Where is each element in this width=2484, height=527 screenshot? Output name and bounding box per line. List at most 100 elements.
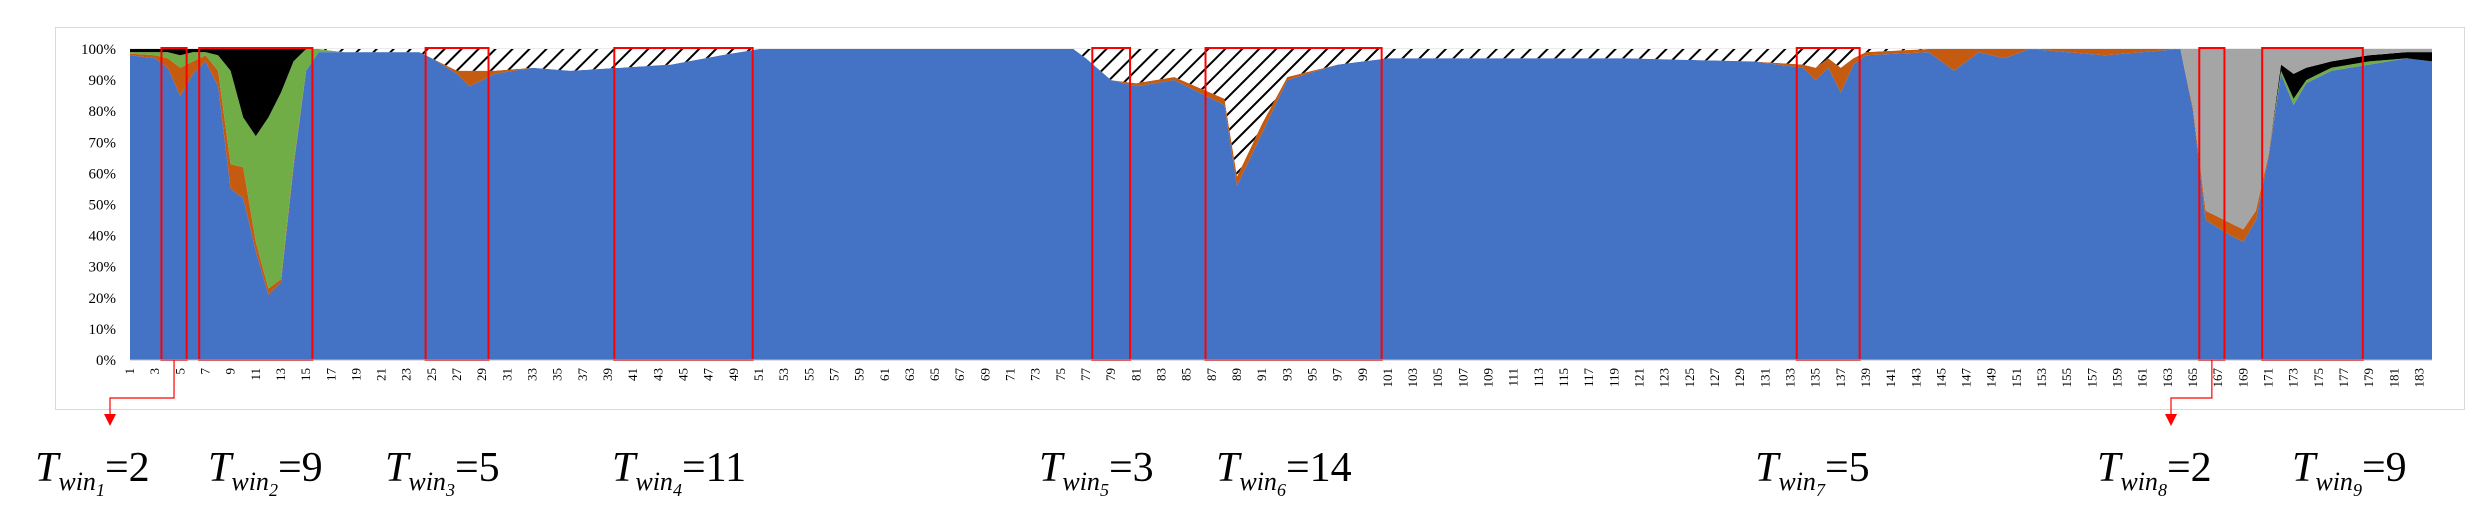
x-tick-label: 75 (1053, 368, 1068, 381)
window-label-4: Twin4=11 (612, 445, 747, 501)
x-tick-label: 25 (424, 368, 439, 381)
x-tick-label: 65 (927, 368, 942, 381)
y-tick-label: 40% (89, 229, 117, 245)
area-series-gray (130, 49, 2432, 230)
x-tick-label: 93 (1279, 368, 1294, 381)
y-tick-label: 90% (89, 73, 117, 89)
x-tick-label: 57 (826, 368, 841, 382)
x-tick-label: 43 (650, 368, 665, 381)
x-tick-label: 123 (1657, 368, 1672, 388)
x-tick-label: 61 (877, 368, 892, 381)
x-tick-label: 91 (1254, 368, 1269, 381)
x-tick-label: 17 (323, 368, 338, 382)
area-layer (130, 49, 2432, 360)
x-tick-label: 97 (1330, 368, 1345, 382)
x-tick-label: 51 (751, 368, 766, 381)
x-tick-label: 89 (1229, 368, 1244, 381)
area-series-hatch (130, 49, 2432, 177)
x-tick-label: 11 (248, 368, 263, 381)
x-tick-label: 117 (1581, 368, 1596, 388)
x-tick-label: 161 (2135, 368, 2150, 388)
y-tick-label: 0% (96, 353, 116, 369)
x-tick-label: 133 (1782, 368, 1797, 388)
x-tick-label: 69 (977, 368, 992, 381)
x-tick-label: 15 (298, 368, 313, 381)
x-tick-label: 39 (600, 368, 615, 381)
x-tick-label: 37 (575, 368, 590, 382)
y-tick-label: 60% (89, 166, 117, 182)
x-tick-label: 127 (1707, 368, 1722, 388)
x-tick-label: 49 (726, 368, 741, 381)
x-tick-label: 101 (1380, 368, 1395, 388)
x-tick-label: 145 (1933, 368, 1948, 388)
x-tick-label: 29 (474, 368, 489, 381)
x-tick-label: 99 (1355, 368, 1370, 381)
x-tick-label: 149 (1984, 368, 1999, 388)
x-tick-label: 175 (2311, 368, 2326, 388)
window-arrow-1 (104, 360, 175, 426)
x-tick-label: 1 (122, 368, 137, 375)
x-tick-label: 41 (625, 368, 640, 381)
x-tick-label: 155 (2059, 368, 2074, 388)
x-tick-label: 55 (801, 368, 816, 381)
x-tick-label: 53 (776, 368, 791, 381)
window-label-3: Twin3=5 (385, 445, 500, 501)
axis-layer: 0%10%20%30%40%50%60%70%80%90%100%1 3 5 7 9 11… (81, 42, 2432, 388)
window-layer (160, 47, 2364, 361)
x-tick-label: 23 (399, 368, 414, 381)
x-tick-label: 3 (147, 368, 162, 375)
x-tick-label: 7 (197, 368, 212, 375)
y-tick-label: 20% (89, 291, 117, 307)
x-tick-label: 153 (2034, 368, 2049, 388)
x-tick-label: 181 (2386, 368, 2401, 388)
y-tick-label: 80% (89, 104, 117, 120)
x-tick-label: 131 (1757, 368, 1772, 388)
x-tick-label: 137 (1833, 368, 1848, 388)
x-tick-label: 121 (1632, 368, 1647, 388)
x-tick-label: 27 (449, 368, 464, 382)
x-tick-label: 59 (852, 368, 867, 381)
x-tick-label: 119 (1606, 368, 1621, 387)
x-tick-label: 173 (2286, 368, 2301, 388)
window-label-6: Twin6=14 (1216, 445, 1352, 501)
x-tick-label: 19 (348, 368, 363, 381)
x-tick-label: 103 (1405, 368, 1420, 388)
x-tick-label: 143 (1908, 368, 1923, 388)
x-tick-label: 77 (1078, 368, 1093, 382)
x-tick-label: 183 (2411, 368, 2426, 388)
x-tick-label: 85 (1179, 368, 1194, 381)
x-tick-label: 147 (1959, 368, 1974, 388)
window-label-2: Twin2=9 (208, 445, 323, 501)
x-tick-label: 33 (525, 368, 540, 381)
x-tick-label: 31 (499, 368, 514, 381)
x-tick-label: 9 (223, 368, 238, 375)
y-tick-label: 100% (81, 42, 116, 58)
x-tick-label: 125 (1682, 368, 1697, 388)
x-tick-label: 111 (1506, 368, 1521, 387)
x-tick-label: 167 (2210, 368, 2225, 388)
x-tick-label: 159 (2110, 368, 2125, 388)
x-tick-label: 79 (1103, 368, 1118, 381)
x-tick-label: 87 (1204, 368, 1219, 382)
x-tick-label: 141 (1883, 368, 1898, 388)
x-tick-label: 169 (2235, 368, 2250, 388)
x-tick-label: 81 (1128, 368, 1143, 381)
x-tick-label: 45 (675, 368, 690, 381)
x-tick-label: 5 (172, 368, 187, 375)
x-tick-label: 139 (1858, 368, 1873, 388)
x-tick-label: 135 (1808, 368, 1823, 388)
x-tick-label: 171 (2260, 368, 2275, 388)
x-tick-label: 71 (1003, 368, 1018, 381)
x-tick-label: 109 (1481, 368, 1496, 388)
x-tick-label: 83 (1153, 368, 1168, 381)
x-tick-label: 13 (273, 368, 288, 381)
arrow-layer (104, 360, 2213, 426)
window-arrow-8 (2165, 360, 2213, 426)
y-tick-label: 30% (89, 260, 117, 276)
x-tick-label: 107 (1455, 368, 1470, 388)
x-tick-label: 157 (2084, 368, 2099, 388)
x-tick-label: 165 (2185, 368, 2200, 388)
x-tick-label: 35 (550, 368, 565, 381)
area-series-blue (130, 49, 2432, 360)
